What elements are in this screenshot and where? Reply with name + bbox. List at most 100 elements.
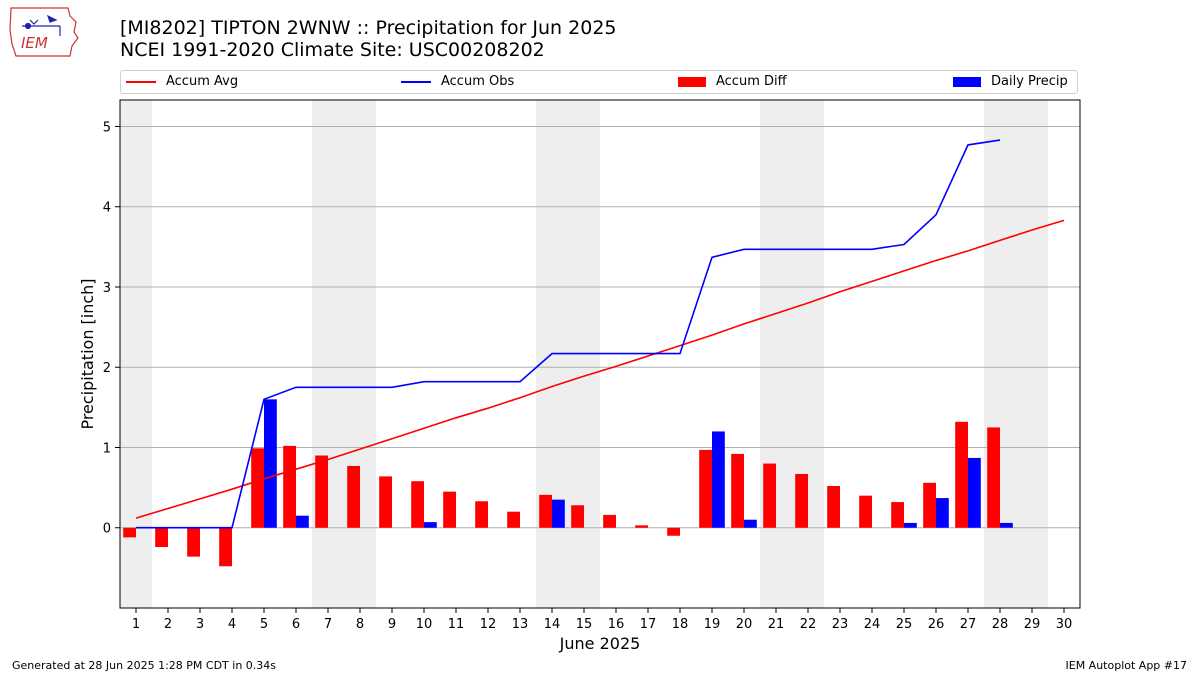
- generated-timestamp: Generated at 28 Jun 2025 1:28 PM CDT in …: [12, 659, 277, 672]
- accum-diff-bar: [987, 427, 1000, 528]
- y-tick-label: 2: [103, 361, 111, 376]
- y-tick-label: 4: [103, 201, 111, 216]
- x-axis-label-text: June 2025: [559, 634, 641, 653]
- x-tick-label: 16: [608, 617, 625, 632]
- x-tick-label: 5: [260, 617, 268, 632]
- app-credit: IEM Autoplot App #17: [1065, 659, 1188, 672]
- daily-precip-bar: [424, 522, 437, 528]
- accum-diff-bar: [283, 445, 296, 528]
- legend-accum-avg-label: Accum Avg: [166, 74, 239, 89]
- chart-subtitle: NCEI 1991-2020 Climate Site: USC00208202: [120, 39, 545, 61]
- plot-frame: [119, 99, 1081, 609]
- accum-diff-bar: [219, 527, 232, 567]
- weekend-shade: [312, 100, 376, 608]
- x-axis-label: June 2025: [0, 634, 1200, 653]
- x-tick-label: 12: [480, 617, 497, 632]
- x-tick-label: 27: [960, 617, 977, 632]
- legend-accum-diff-label: Accum Diff: [716, 74, 787, 89]
- x-tick-label: 7: [324, 617, 332, 632]
- accum-diff-bar: [763, 463, 776, 528]
- legend-daily-precip-swatch: [953, 76, 981, 87]
- legend-accum-avg: Accum Avg: [126, 74, 238, 89]
- accum-diff-bar: [955, 421, 968, 528]
- x-tick-label: 14: [544, 617, 561, 632]
- x-tick-label: 24: [864, 617, 881, 632]
- legend-accum-obs-swatch: [401, 80, 431, 83]
- accum-diff-bar: [635, 525, 648, 528]
- x-tick-label: 11: [448, 617, 465, 632]
- x-tick-label: 17: [640, 617, 657, 632]
- accum-diff-bar: [859, 495, 872, 528]
- accum-diff-bar: [315, 455, 328, 528]
- accum-diff-bar: [443, 491, 456, 528]
- accum-diff-bar: [507, 511, 520, 528]
- accum-diff-bar: [603, 514, 616, 528]
- y-tick-label: 5: [103, 120, 111, 135]
- y-tick-label: 0: [103, 522, 111, 537]
- daily-precip-bar: [744, 519, 757, 528]
- weekend-shade: [984, 100, 1048, 608]
- y-axis-label: Precipitation [inch]: [78, 278, 97, 429]
- x-tick-label: 28: [992, 617, 1009, 632]
- x-tick-label: 10: [416, 617, 433, 632]
- daily-precip-bar: [968, 457, 981, 528]
- daily-precip-bar: [552, 499, 565, 528]
- accum-obs-line: [136, 139, 1001, 529]
- accum-diff-bar: [827, 486, 840, 528]
- x-tick-label: 20: [736, 617, 753, 632]
- accum-diff-bar: [795, 473, 808, 528]
- x-tick-label: 19: [704, 617, 721, 632]
- logo-text: IEM: [21, 34, 48, 52]
- accum-diff-bar: [539, 494, 552, 528]
- legend-accum-avg-swatch: [126, 80, 156, 83]
- accum-diff-bar: [891, 502, 904, 528]
- x-tick-label: 23: [832, 617, 849, 632]
- daily-precip-bar: [936, 498, 949, 528]
- legend-daily-precip: Daily Precip: [953, 74, 1068, 89]
- legend-accum-obs: Accum Obs: [401, 74, 514, 89]
- accum-diff-bar: [155, 527, 168, 548]
- daily-precip-bar: [296, 515, 309, 528]
- x-tick-label: 2: [164, 617, 172, 632]
- accum-diff-bar: [347, 465, 360, 528]
- accum-diff-bar: [379, 476, 392, 528]
- chart-title: [MI8202] TIPTON 2WNW :: Precipitation fo…: [120, 17, 617, 39]
- x-tick-label: 22: [800, 617, 817, 632]
- x-tick-label: 6: [292, 617, 300, 632]
- x-tick-label: 13: [512, 617, 529, 632]
- accum-diff-bar: [699, 449, 712, 528]
- iem-logo: IEM: [9, 7, 79, 57]
- chart-legend: Accum Avg Accum Obs Accum Diff Daily Pre…: [120, 70, 1078, 94]
- legend-accum-diff: Accum Diff: [678, 74, 787, 89]
- accum-diff-bar: [731, 453, 744, 528]
- accum-diff-bar: [251, 448, 264, 528]
- x-tick-label: 1: [132, 617, 140, 632]
- x-tick-label: 25: [896, 617, 913, 632]
- x-tick-label: 26: [928, 617, 945, 632]
- daily-precip-bar: [904, 522, 917, 528]
- x-tick-label: 9: [388, 617, 396, 632]
- legend-daily-precip-label: Daily Precip: [991, 74, 1068, 89]
- x-tick-label: 15: [576, 617, 593, 632]
- accum-diff-bar: [475, 501, 488, 528]
- daily-precip-bar: [712, 431, 725, 528]
- x-tick-label: 18: [672, 617, 689, 632]
- y-tick-label: 3: [103, 281, 111, 296]
- accum-diff-bar: [123, 527, 136, 538]
- x-tick-label: 21: [768, 617, 785, 632]
- accum-avg-line: [135, 219, 1065, 519]
- weekend-shade: [120, 100, 152, 608]
- daily-precip-bar: [1000, 522, 1013, 528]
- x-tick-label: 8: [356, 617, 364, 632]
- weekend-shade: [760, 100, 824, 608]
- x-tick-label: 29: [1024, 617, 1041, 632]
- accum-diff-bar: [667, 527, 680, 536]
- daily-precip-bar: [264, 399, 277, 528]
- accum-diff-bar: [187, 527, 200, 557]
- x-tick-label: 30: [1056, 617, 1073, 632]
- x-tick-label: 4: [228, 617, 236, 632]
- legend-accum-diff-swatch: [678, 76, 706, 87]
- accum-diff-bar: [411, 481, 424, 528]
- x-tick-label: 3: [196, 617, 204, 632]
